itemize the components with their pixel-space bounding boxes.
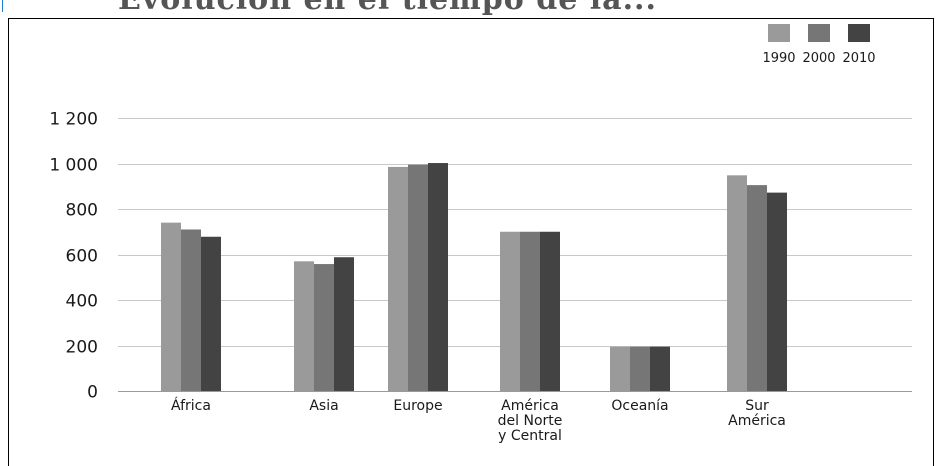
y-tick-label: 400: [66, 292, 98, 312]
bar-1990: [161, 222, 181, 391]
category-label: Oceanía: [611, 398, 668, 414]
y-tick-label: 800: [66, 201, 98, 221]
y-tick-label: 200: [66, 338, 98, 358]
category-label: Europe: [393, 398, 442, 414]
y-tick-label: 1 000: [49, 156, 98, 176]
frame-border-right: [933, 18, 934, 466]
legend-label-2010: 2010: [842, 51, 875, 66]
bar-2010: [650, 346, 670, 391]
bar-2010: [540, 231, 560, 391]
y-tick-label: 1 200: [49, 110, 98, 130]
frame-border-top: [8, 18, 934, 19]
category-label: y Central: [498, 428, 562, 444]
bar-2010: [428, 163, 448, 391]
category-label: del Norte: [498, 413, 563, 429]
bar-2000: [408, 164, 428, 391]
category-label: Asia: [309, 398, 338, 414]
bar-2000: [630, 346, 650, 391]
legend-swatch-1990: [768, 24, 790, 42]
category-label: Sur: [745, 398, 769, 414]
bar-2010: [767, 192, 787, 391]
bar-2010: [201, 236, 221, 391]
bar-2000: [314, 264, 334, 391]
bar-1990: [388, 166, 408, 391]
bar-1990: [294, 261, 314, 391]
y-tick-label: 600: [66, 247, 98, 267]
bar-1990: [727, 175, 747, 391]
y-tick-label: 0: [87, 383, 98, 403]
category-label: América: [501, 398, 559, 414]
chart-title: Evolución en el tiempo de la...: [118, 0, 657, 17]
bar-2000: [181, 229, 201, 391]
legend-swatch-2010: [848, 24, 870, 42]
legend-label-2000: 2000: [802, 51, 835, 66]
category-label: África: [171, 397, 211, 414]
bar-2010: [334, 257, 354, 391]
chart-title-clip: Evolución en el tiempo de la...: [0, 0, 942, 18]
bar-2000: [520, 231, 540, 391]
bar-1990: [610, 346, 630, 391]
category-label: América: [728, 413, 786, 429]
legend-label-1990: 1990: [762, 51, 795, 66]
frame-border-left: [8, 18, 9, 466]
selection-mark: [2, 0, 3, 12]
legend-swatch-2000: [808, 24, 830, 42]
bar-2000: [747, 185, 767, 391]
bar-1990: [500, 231, 520, 391]
